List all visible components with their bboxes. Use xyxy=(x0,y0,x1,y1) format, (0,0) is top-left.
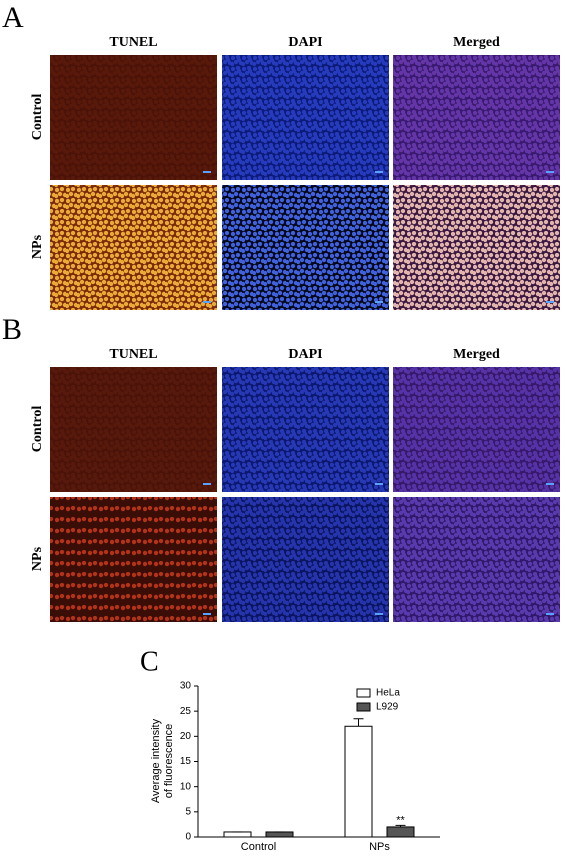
micrograph-cells xyxy=(222,185,389,310)
x-tick-label: Control xyxy=(241,841,276,853)
y-tick-label: 10 xyxy=(180,781,192,792)
column-header: TUNEL xyxy=(109,347,157,362)
panel-label: A xyxy=(2,1,24,34)
micrograph-cells xyxy=(50,497,217,622)
annotation: ** xyxy=(396,814,405,826)
micrograph-cells xyxy=(222,367,389,492)
column-header: DAPI xyxy=(288,347,322,362)
panel-label: B xyxy=(2,313,22,346)
bar xyxy=(386,826,415,838)
y-tick-label: 30 xyxy=(180,681,192,692)
y-tick-label: 0 xyxy=(185,832,191,843)
bar xyxy=(265,831,294,838)
row-label: Control xyxy=(30,94,45,141)
column-header: TUNEL xyxy=(109,35,157,50)
column-header: Merged xyxy=(453,347,500,362)
micrograph-cells xyxy=(393,185,560,310)
error-bar xyxy=(395,824,406,827)
row-label: NPs xyxy=(30,234,45,259)
row-label: Control xyxy=(30,406,45,453)
micrograph-cells xyxy=(393,367,560,492)
y-tick-label: 15 xyxy=(180,756,192,767)
legend-label: HeLa xyxy=(376,688,400,699)
micrograph-cells xyxy=(50,367,217,492)
y-tick-label: 5 xyxy=(185,806,191,817)
y-axis-label: Average intensity xyxy=(150,718,162,803)
micrograph-cells xyxy=(393,55,560,180)
panel-label: C xyxy=(140,646,159,677)
legend-swatch xyxy=(356,702,371,712)
micrograph-cells xyxy=(50,185,217,310)
micrograph-cells xyxy=(222,55,389,180)
column-header: Merged xyxy=(453,35,500,50)
row-label: NPs xyxy=(30,546,45,571)
error-bar xyxy=(353,718,364,727)
x-tick-label: NPs xyxy=(369,841,390,853)
bar xyxy=(344,725,373,838)
micrograph-cells xyxy=(393,497,560,622)
bar xyxy=(223,831,252,838)
y-tick-label: 25 xyxy=(180,706,192,717)
legend-label: L929 xyxy=(376,702,399,713)
y-tick-label: 20 xyxy=(180,731,192,742)
column-header: DAPI xyxy=(288,35,322,50)
micrograph-cells xyxy=(50,55,217,180)
y-axis-label: of fluorescence xyxy=(163,724,175,799)
micrograph-cells xyxy=(222,497,389,622)
legend-swatch xyxy=(356,688,371,698)
